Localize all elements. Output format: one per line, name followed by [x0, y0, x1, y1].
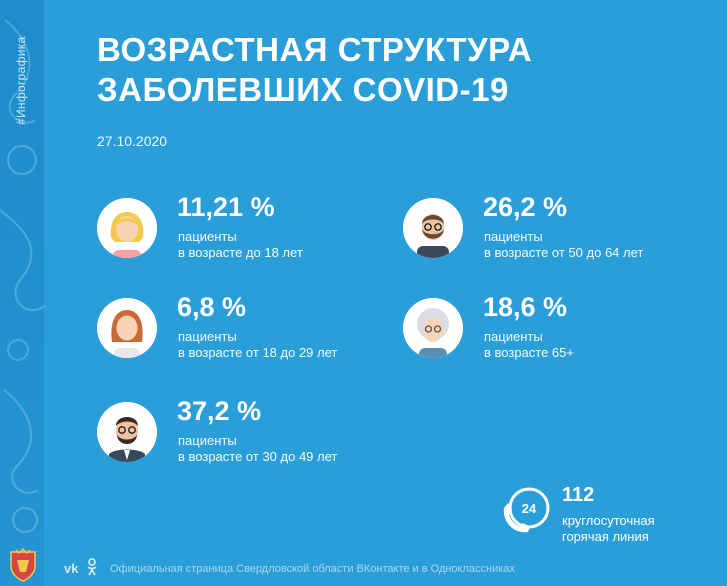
stat-label: пациенты — [484, 329, 543, 344]
woman-avatar-icon — [97, 298, 157, 358]
footer-text: Официальная страница Свердловской област… — [110, 563, 515, 575]
stat-percent: 18,6 % — [483, 292, 568, 322]
side-strip — [0, 0, 44, 586]
odnoklassniki-icon[interactable] — [86, 558, 98, 576]
hotline-badge: 24 — [522, 501, 537, 516]
stat-age-range: в возрасте от 30 до 49 лет — [178, 449, 338, 464]
vk-icon[interactable]: vk — [64, 561, 79, 576]
date-label: 27.10.2020 — [97, 133, 168, 149]
footer: vk Официальная страница Свердловской обл… — [0, 548, 727, 586]
stat-label: пациенты — [484, 229, 543, 244]
hashtag-label: #Инфографика — [14, 36, 28, 125]
page-title: ВОЗРАСТНАЯ СТРУКТУРА ЗАБОЛЕВШИХ COVID-19 — [97, 30, 657, 110]
stat-age-range: в возрасте от 18 до 29 лет — [178, 345, 338, 360]
stat-age-range: в возрасте от 50 до 64 лет — [484, 245, 644, 260]
man-in-suit-avatar-icon — [97, 402, 157, 462]
title-line-2: ЗАБОЛЕВШИХ COVID-19 — [97, 71, 509, 108]
stat-age-range: в возрасте до 18 лет — [178, 245, 303, 260]
bearded-man-avatar-icon — [403, 198, 463, 258]
hotline-text-1: круглосуточная — [562, 513, 655, 528]
stat-percent: 11,21 % — [177, 192, 275, 222]
stat-percent: 26,2 % — [483, 192, 568, 222]
phone-24-icon: 24 — [503, 487, 550, 533]
stat-percent: 37,2 % — [177, 396, 262, 426]
ornament-pattern — [0, 19, 46, 533]
coat-of-arms-icon — [10, 548, 36, 582]
girl-avatar-icon — [97, 198, 157, 258]
hotline-number: 112 — [562, 484, 595, 506]
stat-percent: 6,8 % — [177, 292, 247, 322]
stat-label: пациенты — [178, 229, 237, 244]
elderly-woman-avatar-icon — [403, 298, 463, 358]
stat-label: пациенты — [178, 329, 237, 344]
stat-age-range: в возрасте 65+ — [484, 345, 574, 360]
title-line-1: ВОЗРАСТНАЯ СТРУКТУРА — [97, 31, 533, 68]
stat-label: пациенты — [178, 433, 237, 448]
hotline-text-2: горячая линия — [562, 529, 649, 544]
